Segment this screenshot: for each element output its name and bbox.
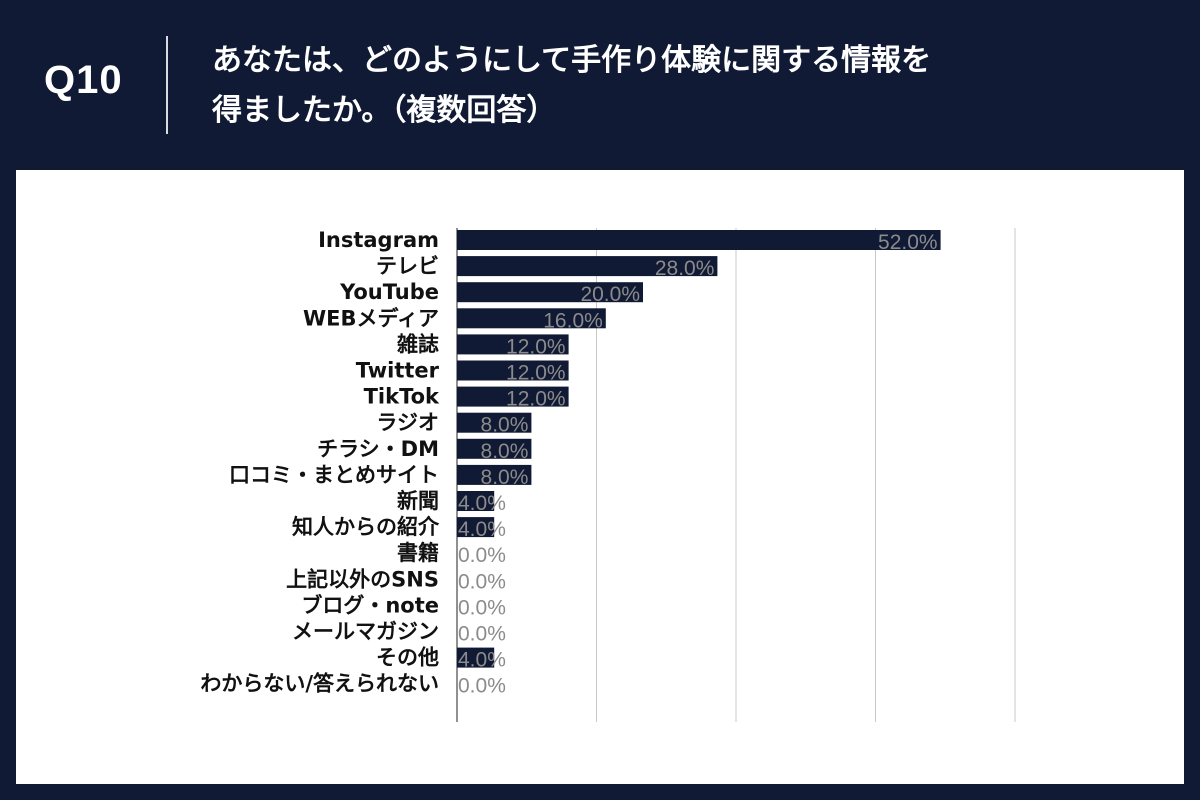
bar [457,517,495,538]
value-label: 12.0% [506,362,566,385]
chart-panel: Instagram 52.0% テレビ 28.0% YouTube 20.0% WEBメディ… [16,170,1184,784]
category-label: 口コミ・まとめサイト [229,463,439,487]
bar [457,438,532,459]
category-label: Twitter [356,359,440,383]
question-title-line1: あなたは、どのようにして手作り体験に関する情報を [212,43,932,78]
value-label: 0.0% [458,675,506,698]
category-label: YouTube [339,280,439,304]
value-label: 0.0% [458,570,506,593]
category-label: Instagram [318,228,439,252]
value-label: 8.0% [481,440,529,463]
category-label: 新聞 [397,489,439,513]
category-label: WEBメディア [303,306,439,330]
category-label: ラジオ [376,411,439,435]
category-label: チラシ・DM [317,437,439,461]
bar [457,334,569,355]
category-label: メールマガジン [292,620,439,644]
value-label: 8.0% [481,414,529,437]
category-label: 書籍 [397,541,439,565]
bar [457,308,606,329]
category-label: 雑誌 [396,332,439,356]
bar [457,647,495,668]
bar [457,256,718,277]
value-label: 28.0% [655,257,715,280]
value-label: 20.0% [580,283,640,306]
category-label: 知人からの紹介 [292,515,440,539]
category-label: わからない/答えられない [200,672,439,696]
bar [457,412,532,433]
bar [457,360,569,381]
bar [457,386,569,407]
value-label: 8.0% [481,466,529,489]
question-number: Q10 [44,58,123,102]
value-label: 52.0% [878,231,938,254]
value-label: 0.0% [458,623,506,646]
value-label: 0.0% [458,596,506,619]
value-label: 4.0% [458,649,506,672]
category-label: 上記以外のSNS [286,567,439,591]
bar [457,464,532,485]
question-header: Q10 あなたは、どのようにして手作り体験に関する情報を 得ましたか。（複数回答… [0,0,1200,170]
value-label: 0.0% [458,544,506,567]
bar [457,282,643,303]
value-label: 16.0% [543,309,603,332]
question-title: あなたは、どのようにして手作り体験に関する情報を 得ましたか。（複数回答） [212,36,1112,136]
category-label: ブログ・note [301,593,439,617]
bar [457,230,941,250]
value-label: 4.0% [458,492,506,515]
category-label: テレビ [376,254,439,278]
header-divider [166,36,168,134]
value-label: 12.0% [506,335,566,358]
bar [457,491,495,511]
category-label: その他 [376,646,439,670]
bar-chart: Instagram 52.0% テレビ 28.0% YouTube 20.0% WEBメディ… [200,228,1016,722]
category-label: TikTok [364,385,440,409]
question-title-line2: 得ましたか。（複数回答） [212,93,557,128]
value-label: 12.0% [506,388,566,411]
value-label: 4.0% [458,518,506,541]
